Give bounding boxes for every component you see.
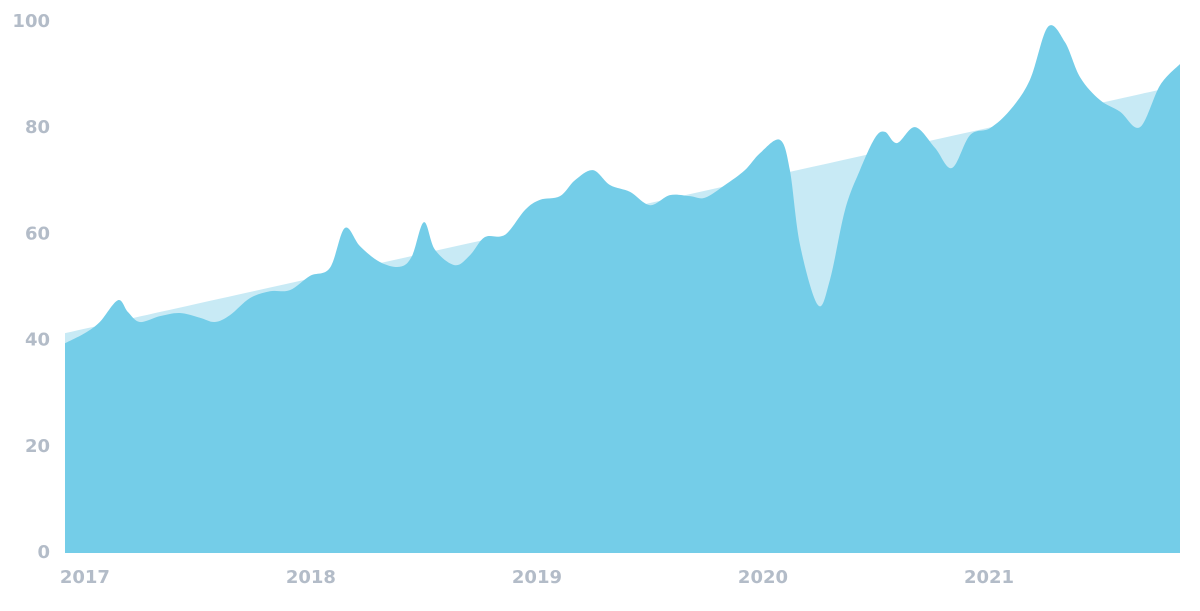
y-tick-label: 20 [25,436,50,457]
x-tick-label: 2019 [512,567,562,588]
y-tick-label: 80 [25,117,50,138]
y-tick-label: 60 [25,223,50,244]
y-tick-label: 100 [12,11,50,32]
area [65,25,1180,554]
y-tick-label: 40 [25,330,50,351]
x-tick-label: 2020 [738,567,788,588]
x-tick-label: 2021 [964,567,1014,588]
y-tick-label: 0 [37,542,50,563]
x-tick-label: 2018 [286,567,336,588]
x-tick-label: 2017 [60,567,110,588]
